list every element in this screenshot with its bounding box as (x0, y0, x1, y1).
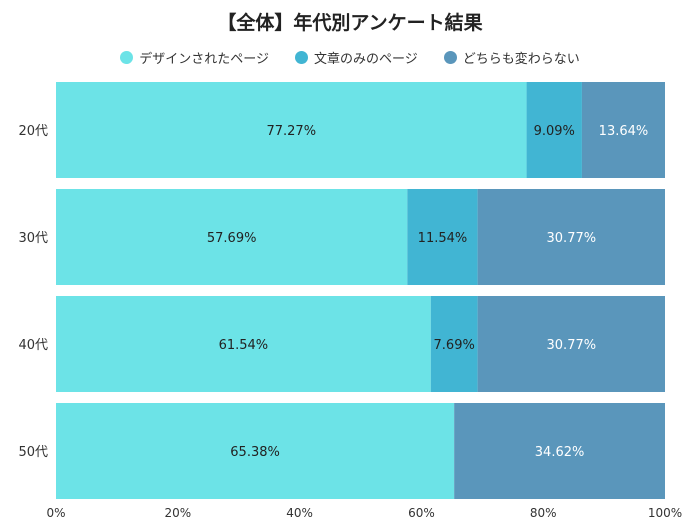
x-tick-label: 80% (530, 506, 557, 520)
legend-item: どちらも変わらない (443, 48, 580, 67)
legend-swatch (294, 51, 308, 64)
bar-segment (581, 82, 665, 178)
data-label: 11.54% (418, 231, 468, 246)
legend-label: どちらも変わらない (462, 52, 580, 67)
bar-segment (56, 403, 455, 499)
legend-item: 文章のみのページ (294, 48, 418, 67)
bar-segment (56, 189, 408, 285)
data-label: 30.77% (547, 338, 597, 353)
x-tick-label: 60% (408, 506, 435, 520)
category-label: 40代 (18, 338, 48, 353)
data-label: 65.38% (230, 445, 280, 460)
bar-segment (407, 189, 478, 285)
data-label: 34.62% (535, 445, 585, 460)
legend-swatch (443, 51, 457, 64)
bar-segment (477, 189, 665, 285)
legend-swatch (120, 51, 134, 64)
bar-segment (430, 296, 478, 392)
data-label: 61.54% (219, 338, 269, 353)
x-tick-label: 40% (286, 506, 313, 520)
data-label: 9.09% (534, 124, 575, 139)
category-label: 30代 (18, 231, 48, 246)
x-tick-label: 20% (164, 506, 191, 520)
legend-label: 文章のみのページ (313, 52, 418, 67)
bar-segment (526, 82, 582, 178)
bar-segment (56, 82, 527, 178)
data-label: 7.69% (434, 338, 475, 353)
legend-label: デザインされたページ (139, 52, 269, 67)
x-tick-label: 100% (648, 506, 682, 520)
legend: デザインされたページ 文章のみのページ どちらも変わらない (0, 48, 700, 67)
chart-title: 【全体】年代別アンケート結果 (217, 12, 483, 34)
legend-item: デザインされたページ (120, 48, 269, 67)
x-tick-label: 0% (46, 506, 65, 520)
category-label: 50代 (18, 445, 48, 460)
category-label: 20代 (18, 124, 48, 139)
bar-segment (477, 296, 665, 392)
data-label: 13.64% (599, 124, 649, 139)
bar-segment (56, 296, 431, 392)
data-label: 30.77% (547, 231, 597, 246)
data-label: 77.27% (266, 124, 316, 139)
data-label: 57.69% (207, 231, 257, 246)
bar-segment (454, 403, 665, 499)
